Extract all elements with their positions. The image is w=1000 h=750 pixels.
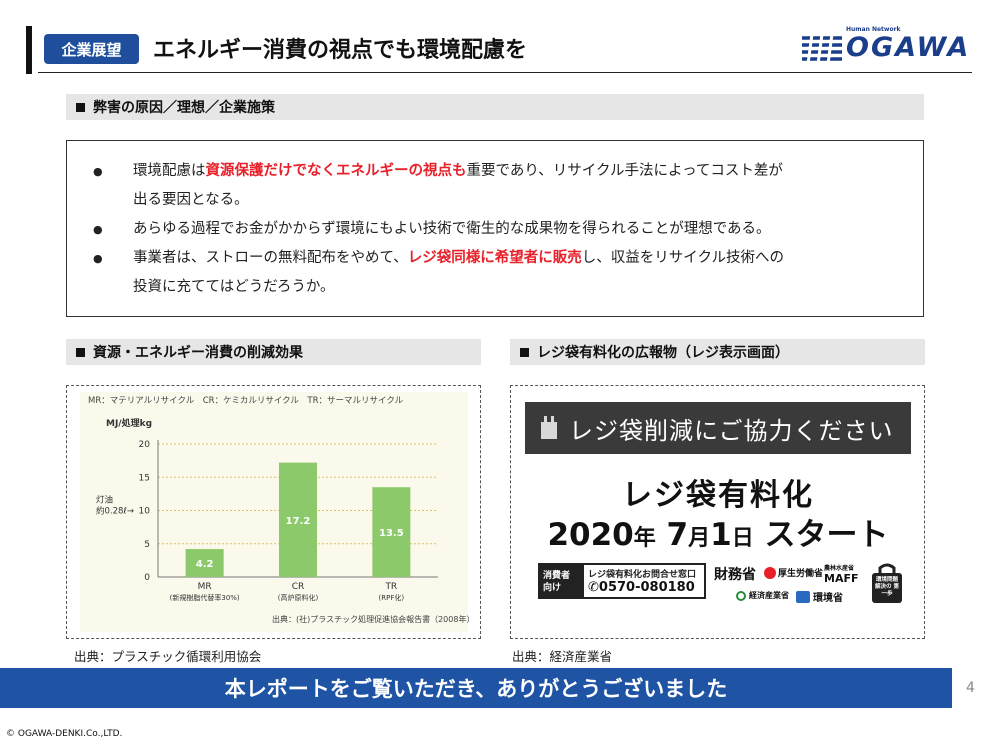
bullet-text: あらゆる過程でお金がかからず環境にもよい技術で衛生的な成果物を得られることが理想… [133, 221, 771, 237]
left-source: 出典：プラスチック循環利用協会 [74, 649, 262, 664]
bullet-item: ● あらゆる過程でお金がかからず環境にもよい技術で衛生的な成果物を得られることが… [93, 215, 893, 244]
section-header-left: 資源・エネルギー消費の削減効果 [66, 339, 481, 365]
ministry-environment-logo-icon [796, 590, 810, 603]
y-tick-label: 20 [139, 440, 151, 450]
poster-banner-text: レジ袋削減にご協力ください [569, 416, 894, 445]
bar [279, 462, 317, 577]
bullet-dot-icon: ● [93, 252, 103, 265]
bullet-dot-icon: ● [93, 223, 103, 236]
logo-wordmark: OGAWA [846, 32, 971, 63]
y-tick-label: 5 [144, 540, 150, 550]
copyright: © OGAWA-DENKI.Co.,LTD. [6, 729, 123, 739]
bullet-item: ● 事業者は、ストローの無料配布をやめて、レジ袋同様に希望者に販売し、収益をリサ… [93, 244, 893, 273]
bullet-text: 環境配慮は資源保護だけでなくエネルギーの視点も重要であり、リサイクル手法によって… [133, 163, 783, 179]
x-tick-sublabel: (高炉原料化) [278, 593, 319, 602]
poster-banner: レジ袋削減にご協力ください [525, 402, 911, 454]
ministry-health-logo-icon [764, 566, 776, 579]
footer-banner: 本レポートをご覧いただき、ありがとうございました [0, 668, 952, 708]
section-header-right: レジ袋有料化の広報物（レジ表示画面） [510, 339, 925, 365]
chart-source-note: 出典：(社)プラスチック処理促進協会報告書（2008年） [272, 615, 475, 624]
bar [372, 487, 411, 577]
reference-label: 約0.28ℓ→ [96, 506, 134, 517]
ministry-agriculture: 農林水産省 MAFF [824, 565, 859, 585]
poster-date: 2020年 7月1日 スタート [547, 517, 889, 553]
square-bullet-icon [520, 347, 529, 357]
eco-bag-text: 環境問題 解決の 第一歩 [875, 577, 899, 597]
header-accent-bar [26, 26, 32, 74]
y-tick-label: 15 [139, 473, 150, 483]
bar-value-label: 4.2 [196, 559, 214, 570]
bar-value-label: 17.2 [286, 516, 311, 527]
reference-label: 灯油 [96, 495, 113, 506]
bullet-list-box: ● 環境配慮は資源保護だけでなくエネルギーの視点も重要であり、リサイクル手法によ… [66, 140, 924, 317]
company-logo: Human Network OGAWA [800, 26, 972, 68]
x-tick-label: TR [384, 582, 397, 592]
logo-mark-icon [802, 33, 842, 65]
logo-tagline: Human Network [846, 26, 901, 33]
section-title-left: 資源・エネルギー消費の削減効果 [93, 345, 303, 361]
y-tick-label: 0 [144, 573, 150, 583]
page-number: 4 [966, 680, 975, 696]
chart-legend-note: MR：マテリアルリサイクル CR：ケミカルリサイクル TR：サーマルリサイクル [88, 396, 404, 406]
square-bullet-icon [76, 102, 85, 112]
ministry-health: 厚生労働省 [764, 566, 823, 579]
inquiry-phone: ✆0570-080180 [588, 580, 695, 595]
bar-value-label: 13.5 [379, 528, 404, 539]
section-header-main: 弊害の原因／理想／企業施策 [66, 94, 924, 120]
consumer-label: 消費者 向け [540, 565, 584, 597]
bullet-dot-icon: ● [93, 165, 103, 178]
header-divider [38, 72, 972, 73]
bullet-text-continued: 出る要因となる。 [133, 192, 249, 208]
bullet-text-continued: 投資に充ててはどうだろうか。 [133, 279, 335, 295]
section-title-main: 弊害の原因／理想／企業施策 [93, 100, 275, 116]
page-title: エネルギー消費の視点でも環境配慮を [153, 38, 528, 63]
poster-headline: レジ袋有料化 [622, 478, 814, 513]
bullet-item: ● 環境配慮は資源保護だけでなくエネルギーの視点も重要であり、リサイクル手法によ… [93, 157, 893, 186]
shopping-bag-icon [541, 416, 557, 439]
inquiry-label: レジ袋有料化お問合せ窓口 [588, 570, 697, 580]
eco-bag-icon: 環境問題 解決の 第一歩 [870, 563, 904, 603]
right-source: 出典：経済産業省 [512, 649, 613, 664]
bullet-text: 事業者は、ストローの無料配布をやめて、レジ袋同様に希望者に販売し、収益をリサイク… [133, 250, 785, 266]
chart-panel [66, 385, 481, 639]
category-tag: 企業展望 [44, 34, 139, 64]
y-tick-label: 10 [139, 507, 151, 517]
bullet-continuation: 投資に充ててはどうだろうか。 [93, 273, 893, 302]
poster-panel [510, 385, 925, 639]
ministry-economy: 経済産業省 [736, 590, 789, 601]
section-title-right: レジ袋有料化の広報物（レジ表示画面） [537, 345, 789, 361]
x-tick-label: CR [292, 582, 305, 592]
square-bullet-icon [76, 347, 85, 357]
x-tick-sublabel: (新規樹脂代替率30%) [170, 593, 240, 602]
phone-icon: ✆ [588, 580, 599, 595]
bullet-continuation: 出る要因となる。 [93, 186, 893, 215]
inquiry-badge: 消費者 向け レジ袋有料化お問合せ窓口 ✆0570-080180 [538, 563, 706, 599]
ministry-economy-logo-icon [736, 590, 746, 601]
x-tick-sublabel: (RPF化) [379, 593, 405, 602]
bar [185, 549, 224, 577]
y-axis-label: MJ/処理kg [106, 417, 152, 429]
ministry-finance: 財務省 [714, 567, 756, 583]
ministry-environment: 環境省 [796, 589, 843, 604]
x-tick-label: MR [198, 582, 212, 592]
